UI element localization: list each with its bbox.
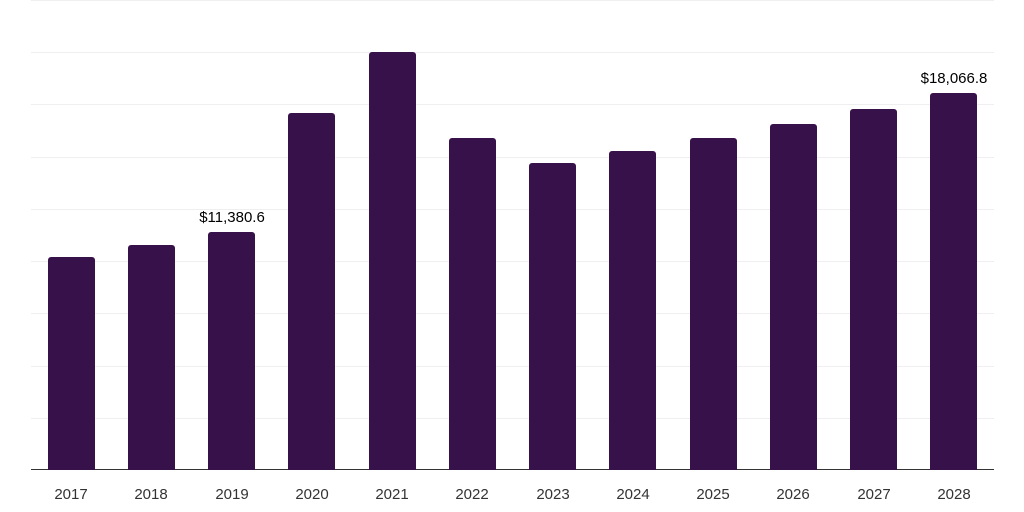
gridline [31,418,994,419]
x-tick-label: 2027 [857,486,891,503]
bar-2021[interactable] [369,52,416,470]
x-tick-label: 2028 [937,486,971,503]
x-axis-line [31,469,994,470]
gridline [31,52,994,53]
gridline [31,366,994,367]
gridline [31,261,994,262]
bar-2017[interactable] [48,257,95,470]
bar-2023[interactable] [529,163,576,470]
gridline [31,209,994,210]
gridline [31,313,994,314]
x-tick-label: 2024 [616,486,650,503]
x-tick-label: 2018 [134,486,168,503]
x-tick-label: 2021 [375,486,409,503]
bar-2019[interactable] [208,232,255,470]
gridline [31,157,994,158]
x-tick-label: 2025 [696,486,730,503]
bar-2028[interactable] [930,93,977,470]
x-tick-label: 2023 [536,486,570,503]
gridline [31,0,994,1]
x-tick-label: 2022 [455,486,489,503]
bar-2027[interactable] [850,109,897,470]
data-label: $18,066.8 [920,70,988,87]
x-tick-label: 2026 [776,486,810,503]
x-tick-label: 2017 [54,486,88,503]
gridline [31,104,994,105]
data-label: $11,380.6 [199,209,265,226]
x-tick-label: 2019 [215,486,249,503]
bar-2020[interactable] [288,113,335,470]
bar-2018[interactable] [128,245,175,470]
bar-2022[interactable] [449,138,496,470]
bar-2025[interactable] [690,138,737,470]
bar-2024[interactable] [609,151,656,470]
bar-2026[interactable] [770,124,817,470]
x-tick-label: 2020 [295,486,329,503]
